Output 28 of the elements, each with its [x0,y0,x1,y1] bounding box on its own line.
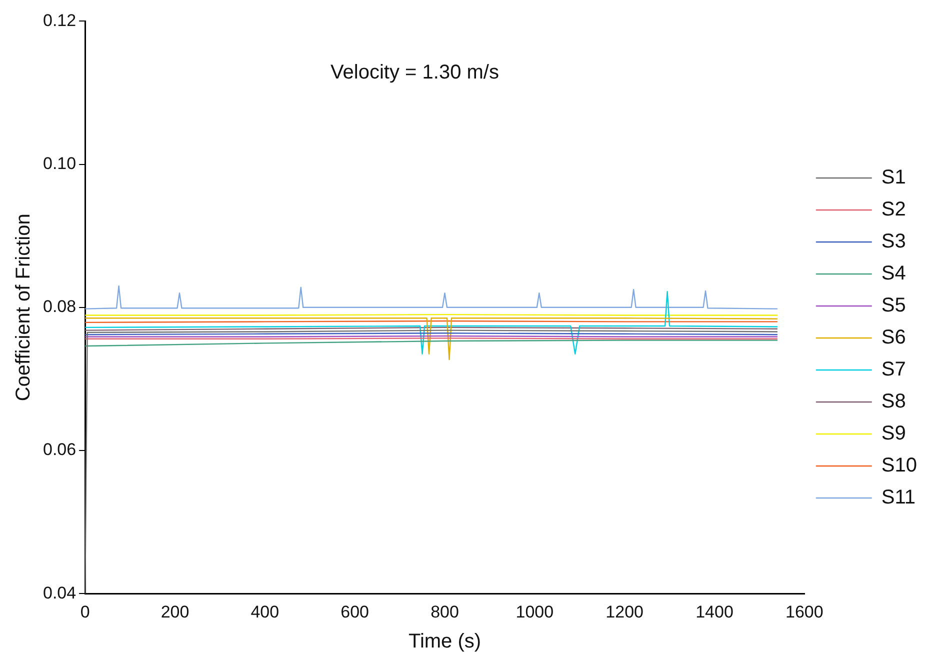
y-axis-title: Coefficient of Friction [12,214,35,402]
y-tick-label: 0.08 [42,297,76,316]
x-tick-label: 1600 [786,602,824,622]
x-tick-label: 600 [340,602,370,622]
x-axis-title: Time (s) [408,630,482,653]
x-tick-label: 400 [250,602,280,622]
annotation: Velocity = 1.30 m/s [330,62,499,84]
legend-label: S11 [881,486,916,509]
x-tick-label: 1200 [606,602,644,622]
x-tick-label: 800 [430,602,459,622]
legend-label: S6 [881,326,906,349]
y-tick-label: 0.04 [42,583,76,602]
y-tick-label: 0.06 [42,440,76,460]
x-tick-label: 200 [160,602,190,622]
legend-label: S7 [881,358,906,381]
legend-label: S9 [881,422,906,445]
y-tick-label: 0.10 [42,154,76,173]
legend-label: S1 [881,166,906,189]
x-tick-label: 1000 [516,602,554,622]
legend-label: S4 [881,262,906,285]
legend-label: S5 [881,294,906,317]
x-tick-label: 0 [80,602,90,622]
legend-label: S3 [881,230,906,253]
legend-label: S10 [881,454,918,477]
x-tick-label: 1400 [696,602,734,622]
legend-label: S8 [881,390,906,413]
y-tick-label: 0.12 [42,10,76,30]
legend-label: S2 [881,198,906,221]
